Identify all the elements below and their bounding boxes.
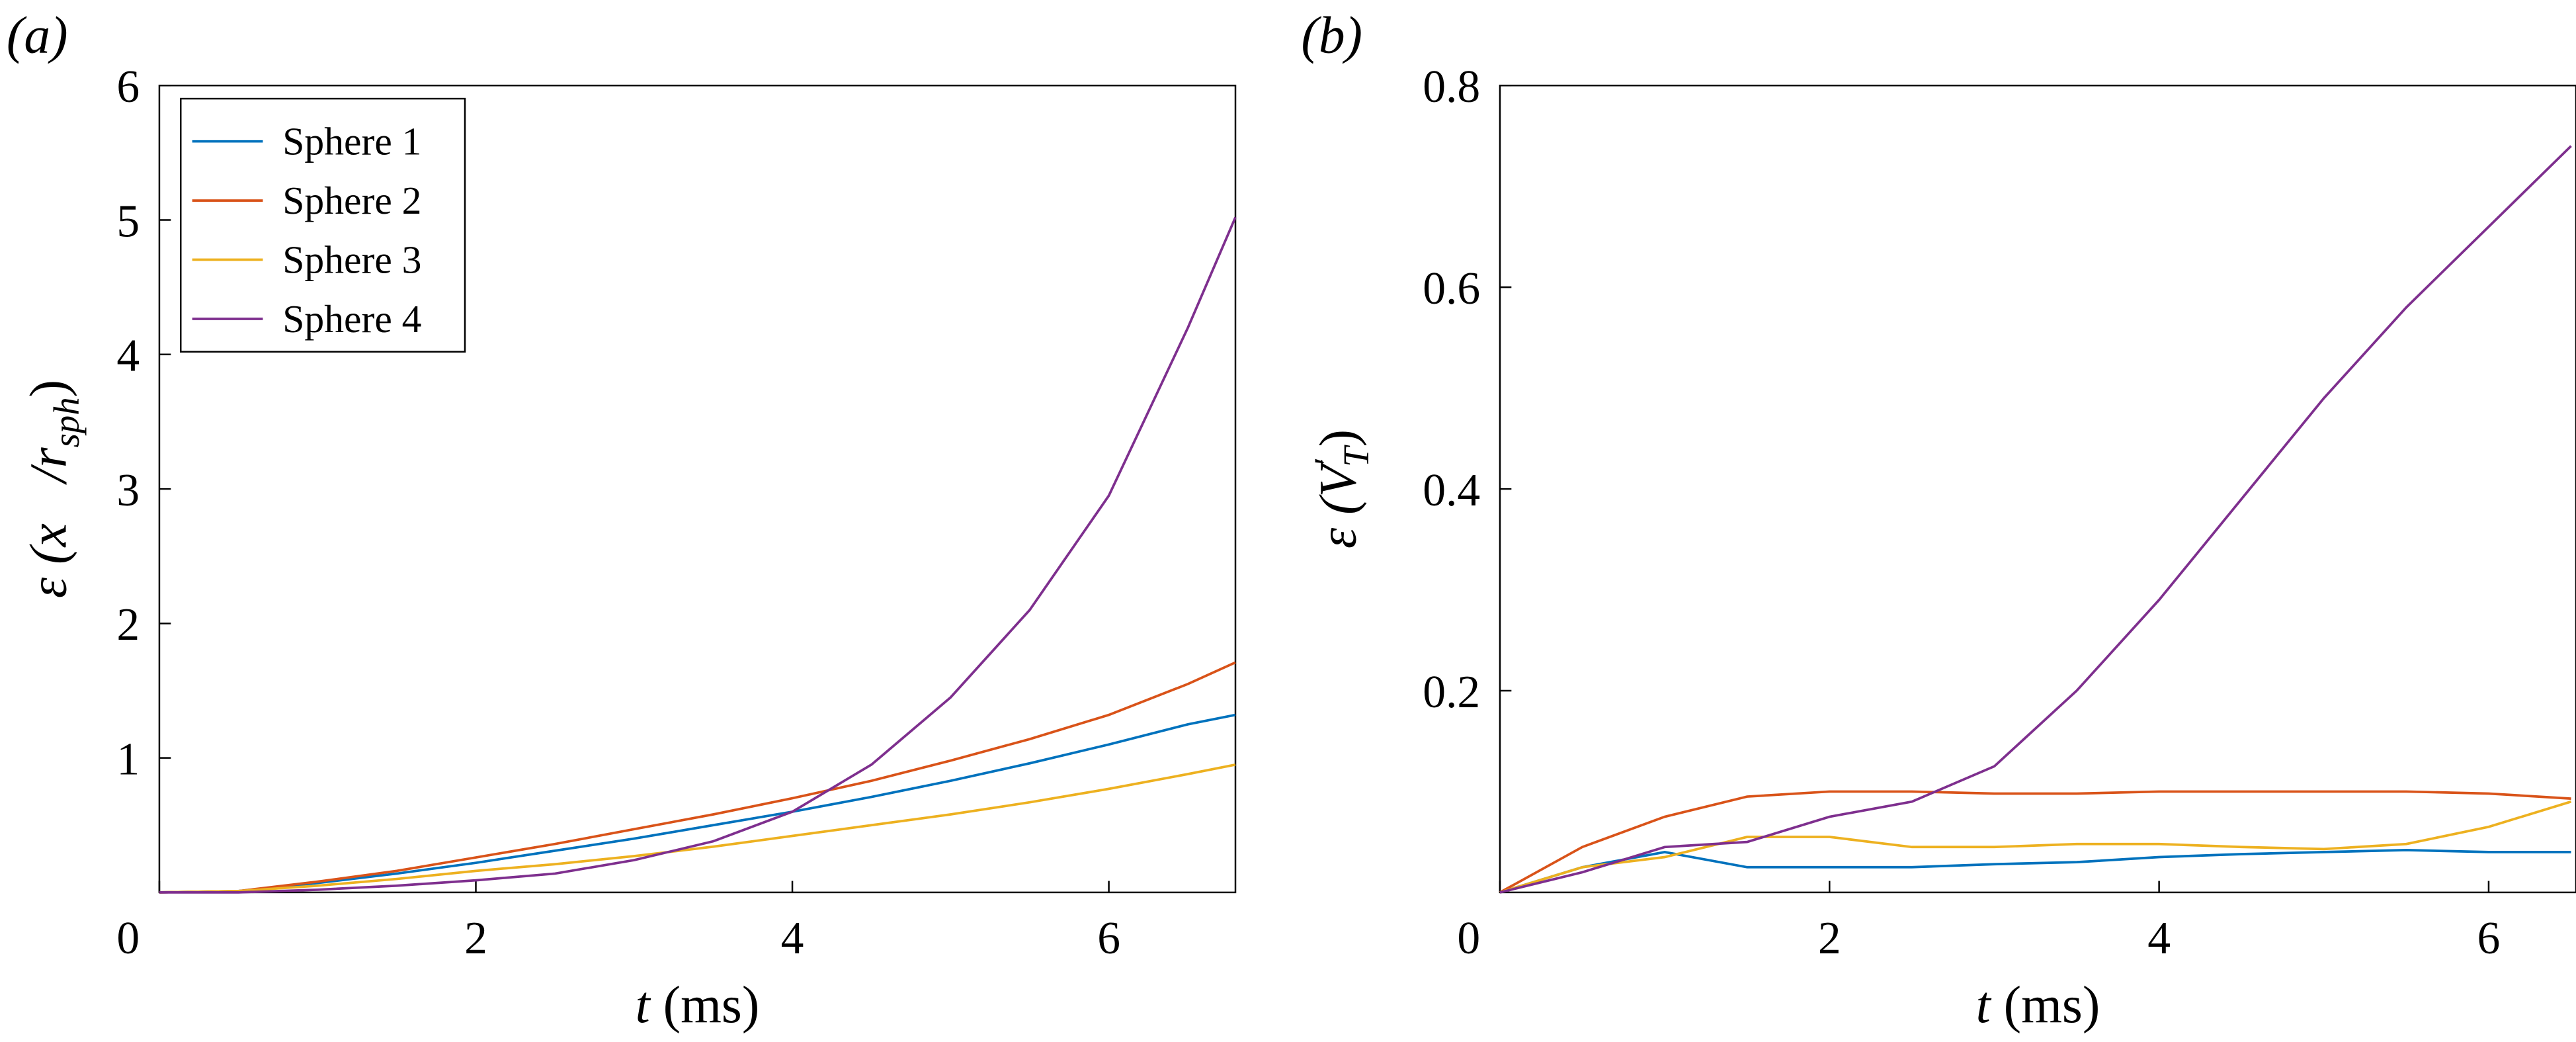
y-tick-label: 1: [116, 734, 140, 785]
y-label-sub: sph: [46, 397, 87, 447]
legend-label: Sphere 1: [282, 120, 421, 163]
x-tick-label: 4: [2147, 913, 2171, 964]
y-tick-label: 0.4: [1423, 465, 1480, 516]
x-axis-label: t (ms): [1976, 976, 2100, 1034]
series-line: [1499, 790, 2571, 894]
legend-label: Sphere 2: [282, 179, 421, 222]
x-label-var: t: [636, 976, 651, 1034]
y-tick-label: 5: [116, 196, 140, 247]
y-tick-label: 6: [116, 62, 140, 112]
panel-label: (b): [1301, 7, 1362, 65]
x-tick-label: 0: [1457, 913, 1480, 964]
x-axis-label: t (ms): [636, 976, 760, 1034]
y-tick-label: 0.2: [1423, 667, 1480, 718]
y-axis-label: ε (x⃗/rsph): [19, 380, 87, 598]
legend-label: Sphere 4: [282, 297, 421, 341]
panel-label: (a): [7, 7, 68, 65]
y-tick-label: 2: [116, 599, 140, 650]
x-tick-label: 2: [1818, 913, 1841, 964]
series-line: [1499, 800, 2572, 894]
y-tick-label: 3: [116, 465, 140, 516]
x-label-var: t: [1976, 976, 1992, 1034]
x-label-unit: (ms): [2004, 976, 2100, 1034]
x-tick-label: 0: [116, 913, 140, 964]
plot-frame: [1499, 84, 2576, 894]
series-line: [159, 216, 1237, 894]
y-label-end: ): [1309, 429, 1367, 447]
series-line: [159, 713, 1236, 894]
x-tick-label: 6: [2477, 913, 2501, 964]
series-line: [159, 763, 1236, 894]
series-line: [1499, 145, 2572, 894]
y-label-sup: ′: [1307, 457, 1347, 465]
y-tick-label: 4: [116, 331, 140, 382]
y-tick-label: 0.6: [1423, 263, 1480, 314]
y-tick-label: 0.8: [1423, 62, 1480, 112]
y-label-end: ): [19, 380, 77, 397]
y-label-sub: T: [1336, 445, 1376, 467]
x-tick-label: 4: [781, 913, 804, 964]
series-line: [159, 661, 1236, 894]
y-label-main: ε (x⃗/r: [19, 447, 77, 598]
y-label-main: ε (V: [1309, 459, 1367, 548]
legend-label: Sphere 3: [282, 238, 421, 281]
x-label-unit: (ms): [663, 976, 760, 1034]
x-tick-label: 6: [1097, 913, 1120, 964]
y-axis-label: ε (V′T): [1307, 429, 1377, 548]
x-tick-label: 2: [464, 913, 487, 964]
